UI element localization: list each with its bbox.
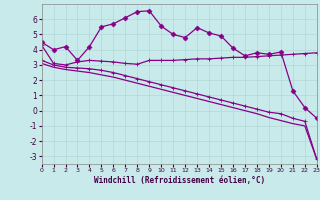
X-axis label: Windchill (Refroidissement éolien,°C): Windchill (Refroidissement éolien,°C)	[94, 176, 265, 185]
